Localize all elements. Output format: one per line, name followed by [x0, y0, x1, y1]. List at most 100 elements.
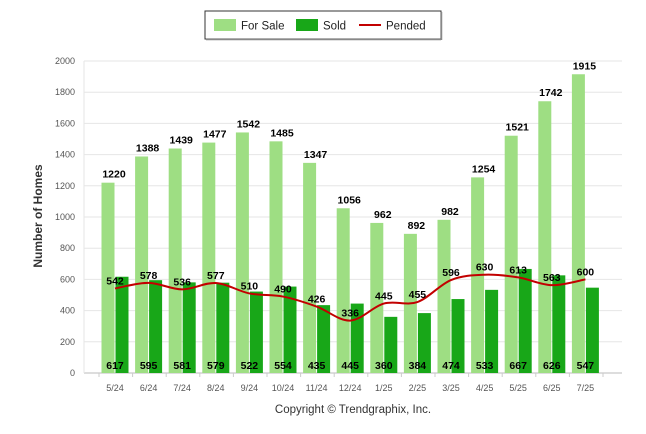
y-tick-label: 600	[60, 274, 75, 284]
y-tick-label: 1400	[55, 150, 75, 160]
bar-for-sale	[235, 132, 249, 373]
legend-label-pended: Pended	[386, 21, 426, 33]
bar-for-sale	[101, 182, 115, 373]
bar-sold	[182, 282, 196, 373]
pended-value-label: 510	[241, 280, 259, 292]
bars	[101, 74, 599, 374]
pended-value-label: 563	[543, 272, 561, 284]
bar-sold	[317, 305, 331, 373]
x-tick-label: 3/25	[442, 383, 460, 393]
pended-value-label: 445	[375, 291, 393, 303]
y-tick-label: 0	[70, 368, 75, 378]
for-sale-value-label: 1388	[136, 142, 160, 154]
sold-value-label: 667	[509, 360, 527, 372]
for-sale-value-label: 1477	[203, 129, 227, 141]
bar-for-sale	[538, 101, 552, 374]
sold-value-label: 579	[207, 360, 225, 372]
sold-value-label: 522	[241, 360, 259, 372]
x-tick-label: 5/25	[509, 383, 527, 393]
legend-box	[204, 10, 442, 40]
x-tick-label: 2/25	[409, 383, 427, 393]
y-tick-label: 800	[60, 243, 75, 253]
y-tick-label: 1000	[55, 212, 75, 222]
for-sale-value-label: 982	[441, 206, 459, 218]
for-sale-value-label: 962	[374, 209, 392, 221]
bar-for-sale	[168, 148, 182, 373]
for-sale-value-label: 892	[408, 220, 426, 232]
bar-for-sale	[437, 219, 451, 373]
sold-value-label: 617	[106, 360, 124, 372]
for-sale-value-label: 1521	[506, 122, 530, 134]
sold-value-label: 435	[308, 360, 326, 372]
bar-sold	[384, 316, 398, 373]
pended-value-label: 536	[173, 276, 191, 288]
y-tick-label: 1200	[55, 181, 75, 191]
x-tick-label: 4/25	[476, 383, 494, 393]
for-sale-value-label: 1439	[170, 135, 194, 147]
bar-sold	[518, 268, 532, 373]
pended-value-label: 426	[308, 294, 326, 306]
sold-value-label: 581	[173, 360, 191, 372]
bar-for-sale	[370, 222, 384, 373]
for-sale-value-label: 1742	[539, 87, 563, 99]
pended-value-label: 542	[106, 275, 124, 287]
legend-swatch-sold	[296, 19, 318, 31]
pended-value-label: 455	[409, 289, 427, 301]
for-sale-value-label: 1220	[102, 169, 126, 181]
y-tick-label: 2000	[55, 56, 75, 66]
data-labels: 1220 617 1388 595 1439 581 1477 579 1542 522 1485 5…	[102, 60, 596, 372]
y-tick-label: 400	[60, 306, 75, 316]
bar-sold	[249, 291, 263, 373]
legend: For Sale Sold Pended	[204, 10, 443, 41]
x-tick-label: 9/24	[241, 383, 259, 393]
sold-value-label: 445	[341, 360, 359, 372]
for-sale-value-label: 1347	[304, 149, 328, 161]
sold-value-label: 360	[375, 360, 393, 372]
bar-sold	[216, 282, 230, 373]
for-sale-value-label: 1254	[472, 163, 496, 175]
bar-for-sale	[336, 208, 350, 373]
sold-value-label: 626	[543, 360, 561, 372]
pended-line	[114, 273, 586, 322]
pended-value-label: 630	[476, 262, 494, 274]
for-sale-value-label: 1915	[573, 60, 597, 72]
bar-sold	[283, 286, 297, 373]
x-tick-label: 8/24	[207, 383, 225, 393]
pended-value-label: 577	[207, 270, 225, 282]
pended-value-label: 613	[509, 264, 527, 276]
for-sale-value-label: 1485	[270, 127, 294, 139]
legend-label-for-sale: For Sale	[241, 21, 284, 33]
pended-line-layer	[114, 273, 586, 322]
sold-value-label: 547	[577, 360, 595, 372]
bar-sold	[350, 303, 364, 373]
sold-value-label: 554	[274, 360, 292, 372]
x-tick-label: 1/25	[375, 383, 393, 393]
bar-for-sale	[135, 156, 149, 373]
bar-sold	[115, 276, 129, 373]
bar-for-sale	[303, 162, 317, 373]
sold-value-label: 384	[409, 360, 427, 372]
y-axis-title: Number of Homes	[31, 164, 45, 268]
pended-value-label: 336	[341, 308, 359, 320]
x-tick-label: 5/24	[106, 383, 124, 393]
bar-sold	[417, 313, 431, 373]
bar-sold	[552, 275, 566, 373]
pended-value-label: 490	[274, 284, 292, 296]
y-tick-label: 200	[60, 337, 75, 347]
x-axis-ticks: 5/24 6/24 7/24 8/24 9/24 10/24 11/24 12/24 1/25 2…	[98, 373, 604, 393]
sold-value-label: 474	[442, 360, 460, 372]
bar-sold	[451, 299, 465, 373]
y-tick-label: 1800	[55, 87, 75, 97]
for-sale-value-label: 1056	[338, 194, 362, 206]
bar-sold	[485, 289, 499, 373]
y-axis-ticks: 0 200 400 600 800 1000 1200 1400 1600 1800 2000	[55, 56, 75, 378]
bar-for-sale	[571, 74, 585, 373]
bar-for-sale	[269, 141, 283, 373]
x-tick-label: 6/24	[140, 383, 158, 393]
x-tick-label: 7/25	[577, 383, 595, 393]
y-tick-label: 1600	[55, 118, 75, 128]
bar-for-sale	[202, 142, 216, 373]
x-tick-label: 6/25	[543, 383, 561, 393]
